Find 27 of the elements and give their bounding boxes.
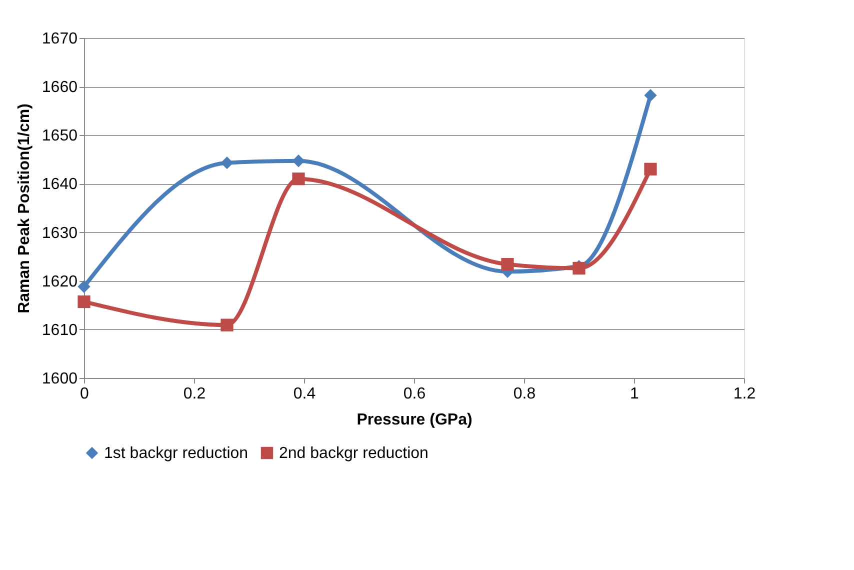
y-tick-label: 1630 [42,224,78,242]
point [220,318,234,332]
y-tick-label: 1670 [42,30,78,48]
x-tick-label: 0.2 [183,386,206,402]
point [501,258,514,271]
point [78,295,90,308]
x-tick-label: 0 [80,386,90,402]
point [78,280,90,294]
legend-label: 2nd backgr reduction [279,445,428,462]
point [292,172,305,186]
y-tick-label: 1620 [42,273,78,290]
x-tick-label: 1 [630,386,640,402]
y-tick-label: 1610 [42,322,78,339]
x-tick-label: 0.8 [513,386,536,402]
x-tick-label: 0.6 [403,386,426,402]
y-axis-title: Raman Peak Position(1/cm) [16,104,33,314]
x-axis-title: Pressure (GPa) [356,412,472,428]
point [644,88,657,102]
y-tick-label: 1650 [42,128,78,145]
y-tick-label: 1640 [42,176,78,194]
y-tick-label: 1600 [42,370,78,388]
legend-label: 1st backgr reduction [104,445,248,462]
y-tick-label: 1660 [42,79,78,96]
x-tick-label: 1.2 [733,386,756,402]
point [220,156,234,170]
x-tick-label: 0.4 [293,386,316,402]
point [644,162,657,176]
